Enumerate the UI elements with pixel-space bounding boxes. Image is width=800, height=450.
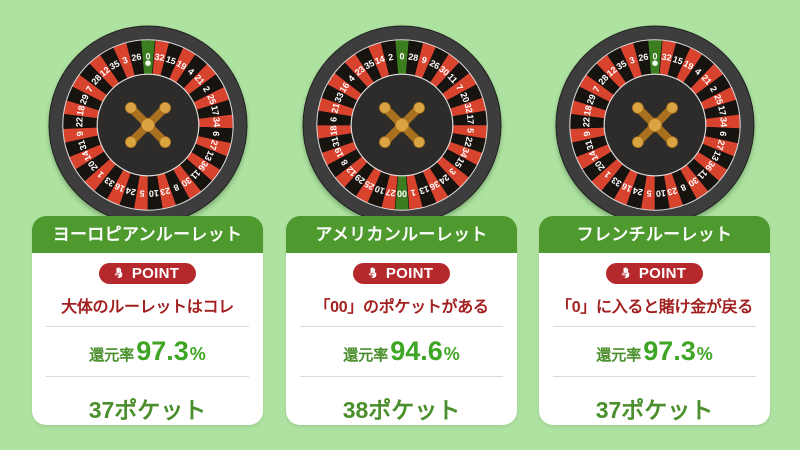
- svg-text:18: 18: [581, 105, 593, 117]
- svg-text:32: 32: [660, 52, 672, 64]
- svg-text:10: 10: [655, 188, 666, 199]
- svg-text:27: 27: [384, 187, 396, 199]
- svg-text:34: 34: [718, 117, 728, 127]
- svg-text:6: 6: [328, 116, 338, 122]
- svg-text:5: 5: [646, 188, 652, 198]
- svg-text:17: 17: [209, 105, 221, 117]
- svg-text:17: 17: [464, 114, 475, 125]
- svg-text:10: 10: [148, 188, 159, 199]
- svg-text:18: 18: [74, 105, 86, 117]
- svg-text:18: 18: [328, 125, 339, 136]
- svg-text:17: 17: [716, 105, 728, 117]
- svg-text:5: 5: [465, 128, 475, 134]
- svg-text:0: 0: [145, 51, 150, 61]
- svg-text:26: 26: [130, 52, 142, 64]
- svg-text:34: 34: [211, 117, 221, 127]
- svg-text:32: 32: [153, 52, 165, 64]
- svg-text:22: 22: [581, 117, 591, 127]
- svg-text:0: 0: [399, 51, 404, 61]
- svg-text:5: 5: [139, 188, 145, 198]
- svg-text:22: 22: [74, 117, 84, 127]
- svg-text:26: 26: [637, 52, 649, 64]
- svg-text:0: 0: [652, 51, 657, 61]
- svg-text:00: 00: [396, 189, 406, 199]
- svg-text:28: 28: [407, 52, 419, 64]
